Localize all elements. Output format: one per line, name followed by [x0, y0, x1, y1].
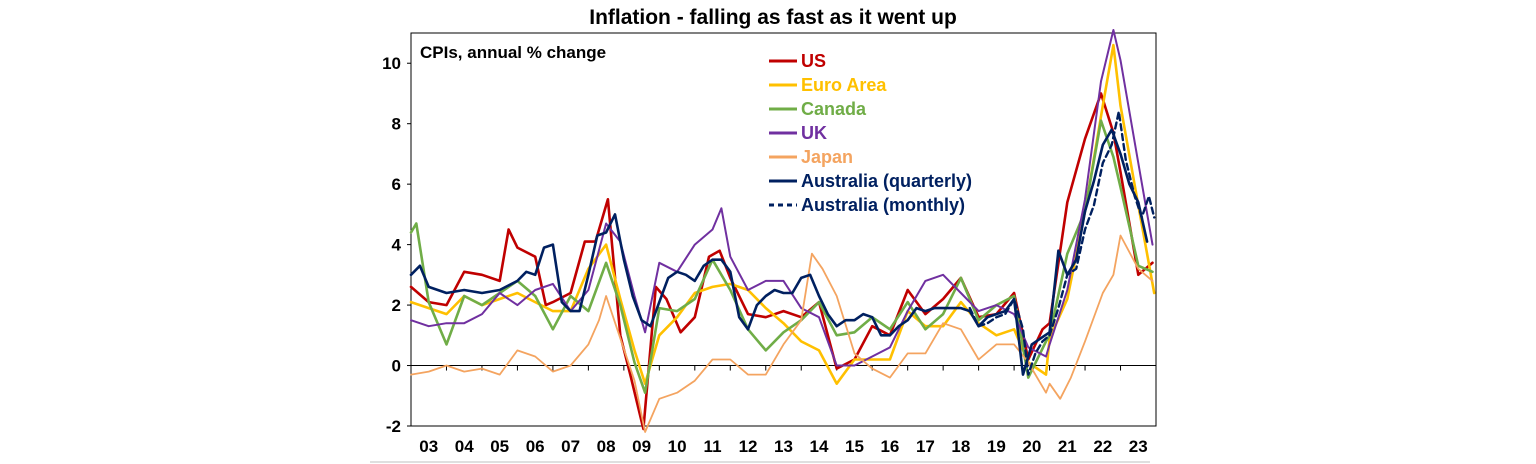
x-axis: 03 04 05 06 07 08 09 10 11 12 13 14 15 16 17 18 19 20 21 22…: [410, 365, 1157, 456]
x-tick-label: 17: [916, 437, 935, 456]
y-tick-label: 2: [392, 296, 401, 315]
legend-label: US: [801, 51, 826, 71]
legend-label: Canada: [801, 99, 867, 119]
legend: US Euro Area Canada UK Japan Australia (quart…: [769, 51, 972, 215]
x-tick-label: 04: [455, 437, 474, 456]
y-tick-label: 0: [392, 357, 401, 376]
x-tick-label: 10: [668, 437, 687, 456]
x-tick-label: 16: [880, 437, 899, 456]
chart-title: Inflation - falling as fast as it went u…: [589, 6, 957, 29]
y-axis: -2 0 2 4 6 8 10: [382, 54, 411, 436]
x-tick-label: 11: [704, 437, 722, 456]
x-tick-label: 09: [632, 437, 651, 456]
x-tick-label: 14: [810, 437, 829, 456]
legend-label: Australia (quarterly): [801, 171, 972, 191]
x-tick-label: 19: [987, 437, 1006, 456]
series-line-canada: [409, 119, 1154, 395]
y-tick-label: -2: [386, 417, 401, 436]
x-tick-label: 12: [739, 437, 758, 456]
x-tick-label: 20: [1022, 437, 1041, 456]
series-lines: [409, 29, 1156, 433]
x-tick-label: 22: [1093, 437, 1112, 456]
y-tick-label: 4: [392, 236, 402, 255]
x-tick-label: 06: [526, 437, 545, 456]
chart-subtitle: CPIs, annual % change: [420, 43, 606, 62]
legend-label: Australia (monthly): [801, 195, 965, 215]
x-tick-label: 18: [951, 437, 970, 456]
x-tick-label: 15: [845, 437, 864, 456]
series-line-uk: [410, 29, 1154, 367]
series-line-japan: [410, 234, 1154, 433]
series-line-australia-monthly: [968, 110, 1156, 376]
x-tick-label: 21: [1058, 437, 1077, 456]
y-tick-label: 8: [392, 115, 401, 134]
y-tick-label: 6: [392, 175, 401, 194]
x-tick-label: 08: [597, 437, 616, 456]
x-tick-label: 07: [561, 437, 580, 456]
legend-label: Euro Area: [801, 75, 887, 95]
x-tick-label: 23: [1129, 437, 1148, 456]
series-line-australia-quarterly: [409, 128, 1149, 376]
y-tick-label: 10: [382, 54, 401, 73]
x-tick-label: 13: [774, 437, 793, 456]
legend-label: Japan: [801, 147, 853, 167]
plot-area-frame: [410, 32, 1157, 427]
x-tick-label: 05: [490, 437, 509, 456]
x-tick-label: 03: [419, 437, 438, 456]
legend-label: UK: [801, 123, 827, 143]
